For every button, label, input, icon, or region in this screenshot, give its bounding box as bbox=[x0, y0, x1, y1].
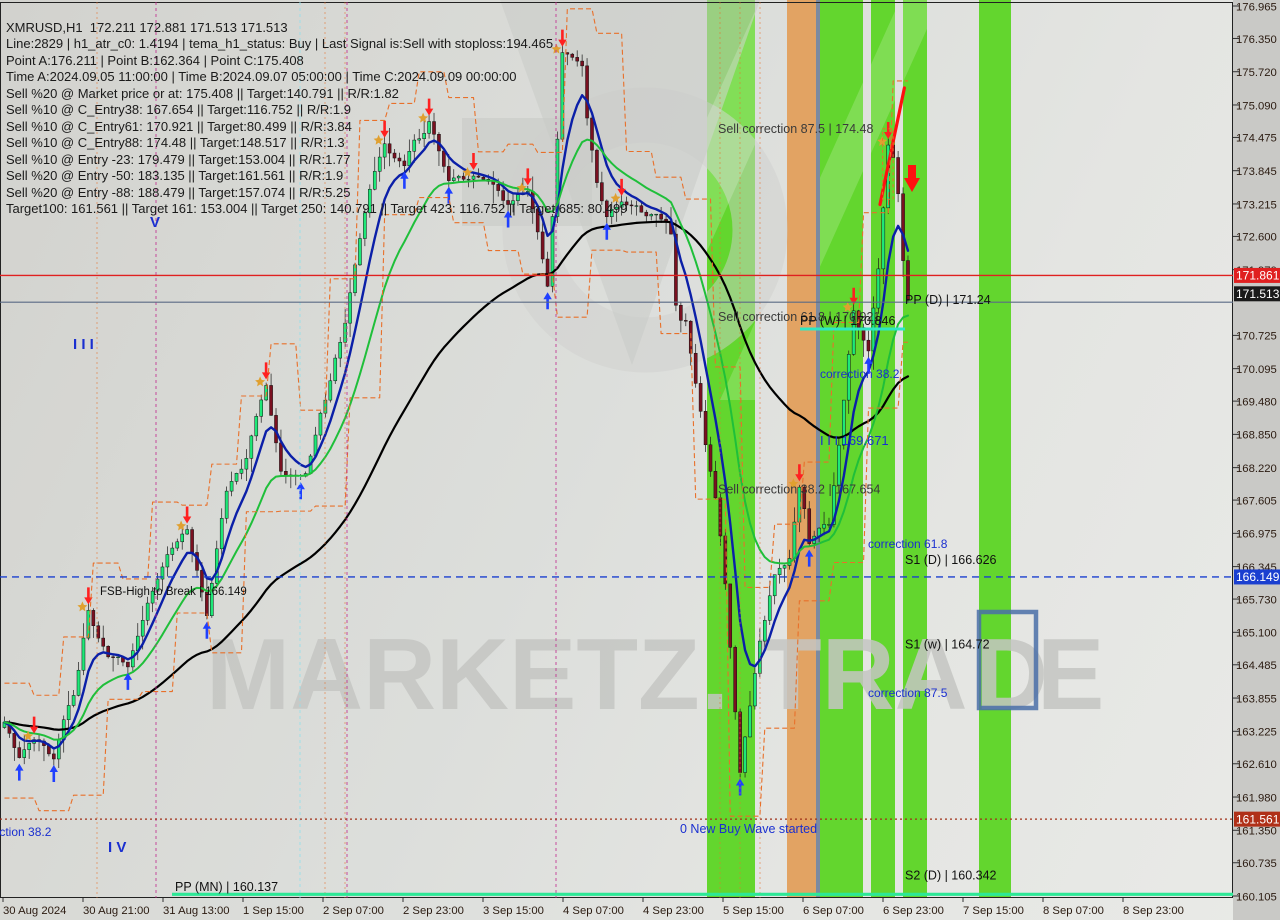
svg-text:0 New Buy Wave started: 0 New Buy Wave started bbox=[680, 822, 817, 836]
svg-text:PP (D) | 171.24: PP (D) | 171.24 bbox=[905, 293, 991, 307]
svg-text:5 Sep 15:00: 5 Sep 15:00 bbox=[723, 905, 784, 917]
svg-text:I I I: I I I bbox=[73, 336, 94, 353]
svg-text:S1 (w) | 164.72: S1 (w) | 164.72 bbox=[905, 637, 990, 651]
svg-text:S1 (D) | 166.626: S1 (D) | 166.626 bbox=[905, 553, 997, 567]
svg-text:2 Sep 23:00: 2 Sep 23:00 bbox=[403, 905, 464, 917]
svg-text:correction 38.2: correction 38.2 bbox=[820, 367, 900, 381]
svg-text:6 Sep 07:00: 6 Sep 07:00 bbox=[803, 905, 864, 917]
svg-text:2 Sep 07:00: 2 Sep 07:00 bbox=[323, 905, 384, 917]
svg-text:7 Sep 15:00: 7 Sep 15:00 bbox=[963, 905, 1024, 917]
svg-text:correction 87.5: correction 87.5 bbox=[868, 686, 948, 700]
svg-text:4 Sep 23:00: 4 Sep 23:00 bbox=[643, 905, 704, 917]
svg-text:30 Aug 2024: 30 Aug 2024 bbox=[3, 905, 66, 917]
svg-text:3 Sep 15:00: 3 Sep 15:00 bbox=[483, 905, 544, 917]
svg-text:Sell correction 38.2 | 167.654: Sell correction 38.2 | 167.654 bbox=[718, 483, 880, 497]
svg-text:6 Sep 23:00: 6 Sep 23:00 bbox=[883, 905, 944, 917]
svg-text:I V: I V bbox=[108, 839, 126, 856]
svg-text:4 Sep 07:00: 4 Sep 07:00 bbox=[563, 905, 624, 917]
svg-text:31 Aug 13:00: 31 Aug 13:00 bbox=[163, 905, 230, 917]
svg-text:30 Aug 21:00: 30 Aug 21:00 bbox=[83, 905, 150, 917]
svg-text:S2 (D) | 160.342: S2 (D) | 160.342 bbox=[905, 868, 997, 882]
svg-text:Sell correction 87.5 | 174.48: Sell correction 87.5 | 174.48 bbox=[718, 122, 873, 136]
svg-text:PP (W) | 170.846: PP (W) | 170.846 bbox=[800, 314, 895, 328]
svg-text:8 Sep 07:00: 8 Sep 07:00 bbox=[1043, 905, 1104, 917]
svg-text:1 Sep 15:00: 1 Sep 15:00 bbox=[243, 905, 304, 917]
svg-text:I I I 169.671: I I I 169.671 bbox=[820, 433, 889, 448]
svg-text:8 Sep 23:00: 8 Sep 23:00 bbox=[1123, 905, 1184, 917]
svg-text:correction 61.8: correction 61.8 bbox=[868, 537, 948, 551]
svg-text:PP (MN) | 160.137: PP (MN) | 160.137 bbox=[175, 880, 278, 894]
svg-text:FSB-High to Break | 166.149: FSB-High to Break | 166.149 bbox=[100, 586, 247, 598]
svg-text:correction 38.2: correction 38.2 bbox=[0, 825, 52, 839]
